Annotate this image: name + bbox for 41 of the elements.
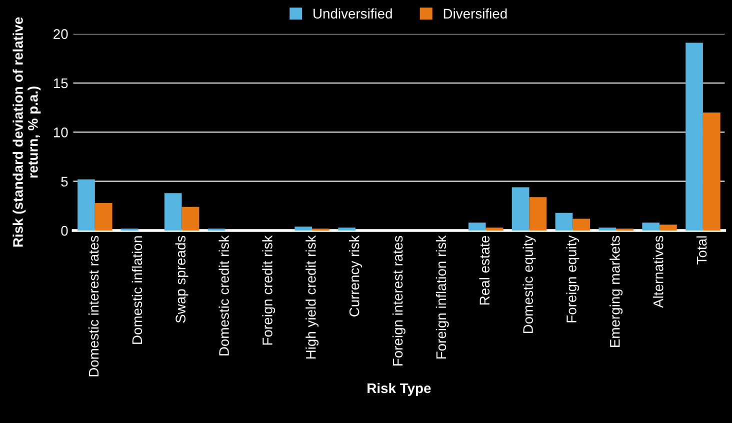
x-tick-label: High yield credit risk — [306, 235, 319, 359]
bar — [660, 224, 677, 231]
bar — [486, 228, 504, 231]
bar — [294, 226, 312, 231]
bar — [529, 197, 547, 231]
x-tick-label: Domestic credit risk — [218, 235, 229, 356]
bar — [338, 228, 356, 231]
y-axis-title: Risk (standard deviation of relative return, % p.a.) — [12, 17, 41, 247]
x-tick-label: Domestic equity — [522, 235, 536, 334]
x-tick-label: Emerging markets — [610, 236, 623, 347]
x-tick-label: Foreign inflation risk — [436, 235, 449, 359]
bar — [598, 228, 616, 231]
x-tick-label: Foreign interest rates — [392, 236, 406, 366]
bar — [702, 112, 720, 231]
y-tick-label: 20 — [54, 29, 68, 40]
bar — [686, 42, 703, 231]
x-tick-label: Swap spreads — [175, 236, 188, 323]
y-tick-label: 15 — [54, 78, 68, 88]
y-tick-label: 0 — [61, 226, 68, 236]
x-tick-label: Alternatives — [653, 236, 664, 308]
bar — [164, 193, 182, 231]
bar — [78, 179, 95, 231]
y-tick-label: 10 — [54, 128, 68, 138]
bar — [512, 187, 530, 231]
x-tick-label: Total — [696, 236, 707, 264]
x-tick-label: Real estate — [479, 236, 490, 305]
legend-label: Diversified — [444, 8, 507, 19]
bar — [94, 203, 112, 231]
legend-label: Undiversified — [314, 8, 392, 19]
bar — [182, 206, 200, 231]
bar — [572, 218, 590, 231]
x-tick-label: Domestic interest rates — [88, 236, 99, 376]
x-tick-label: Foreign equity — [566, 235, 580, 322]
bar — [555, 212, 573, 231]
x-tick-label: Currency risk — [349, 235, 362, 316]
y-tick-label: 5 — [61, 176, 68, 187]
x-axis-title: Risk Type — [368, 382, 431, 396]
bar — [468, 222, 486, 231]
x-tick-label: Domestic inflation — [132, 236, 142, 344]
x-tick-label: Foreign credit risk — [262, 235, 276, 345]
bar — [642, 222, 660, 231]
